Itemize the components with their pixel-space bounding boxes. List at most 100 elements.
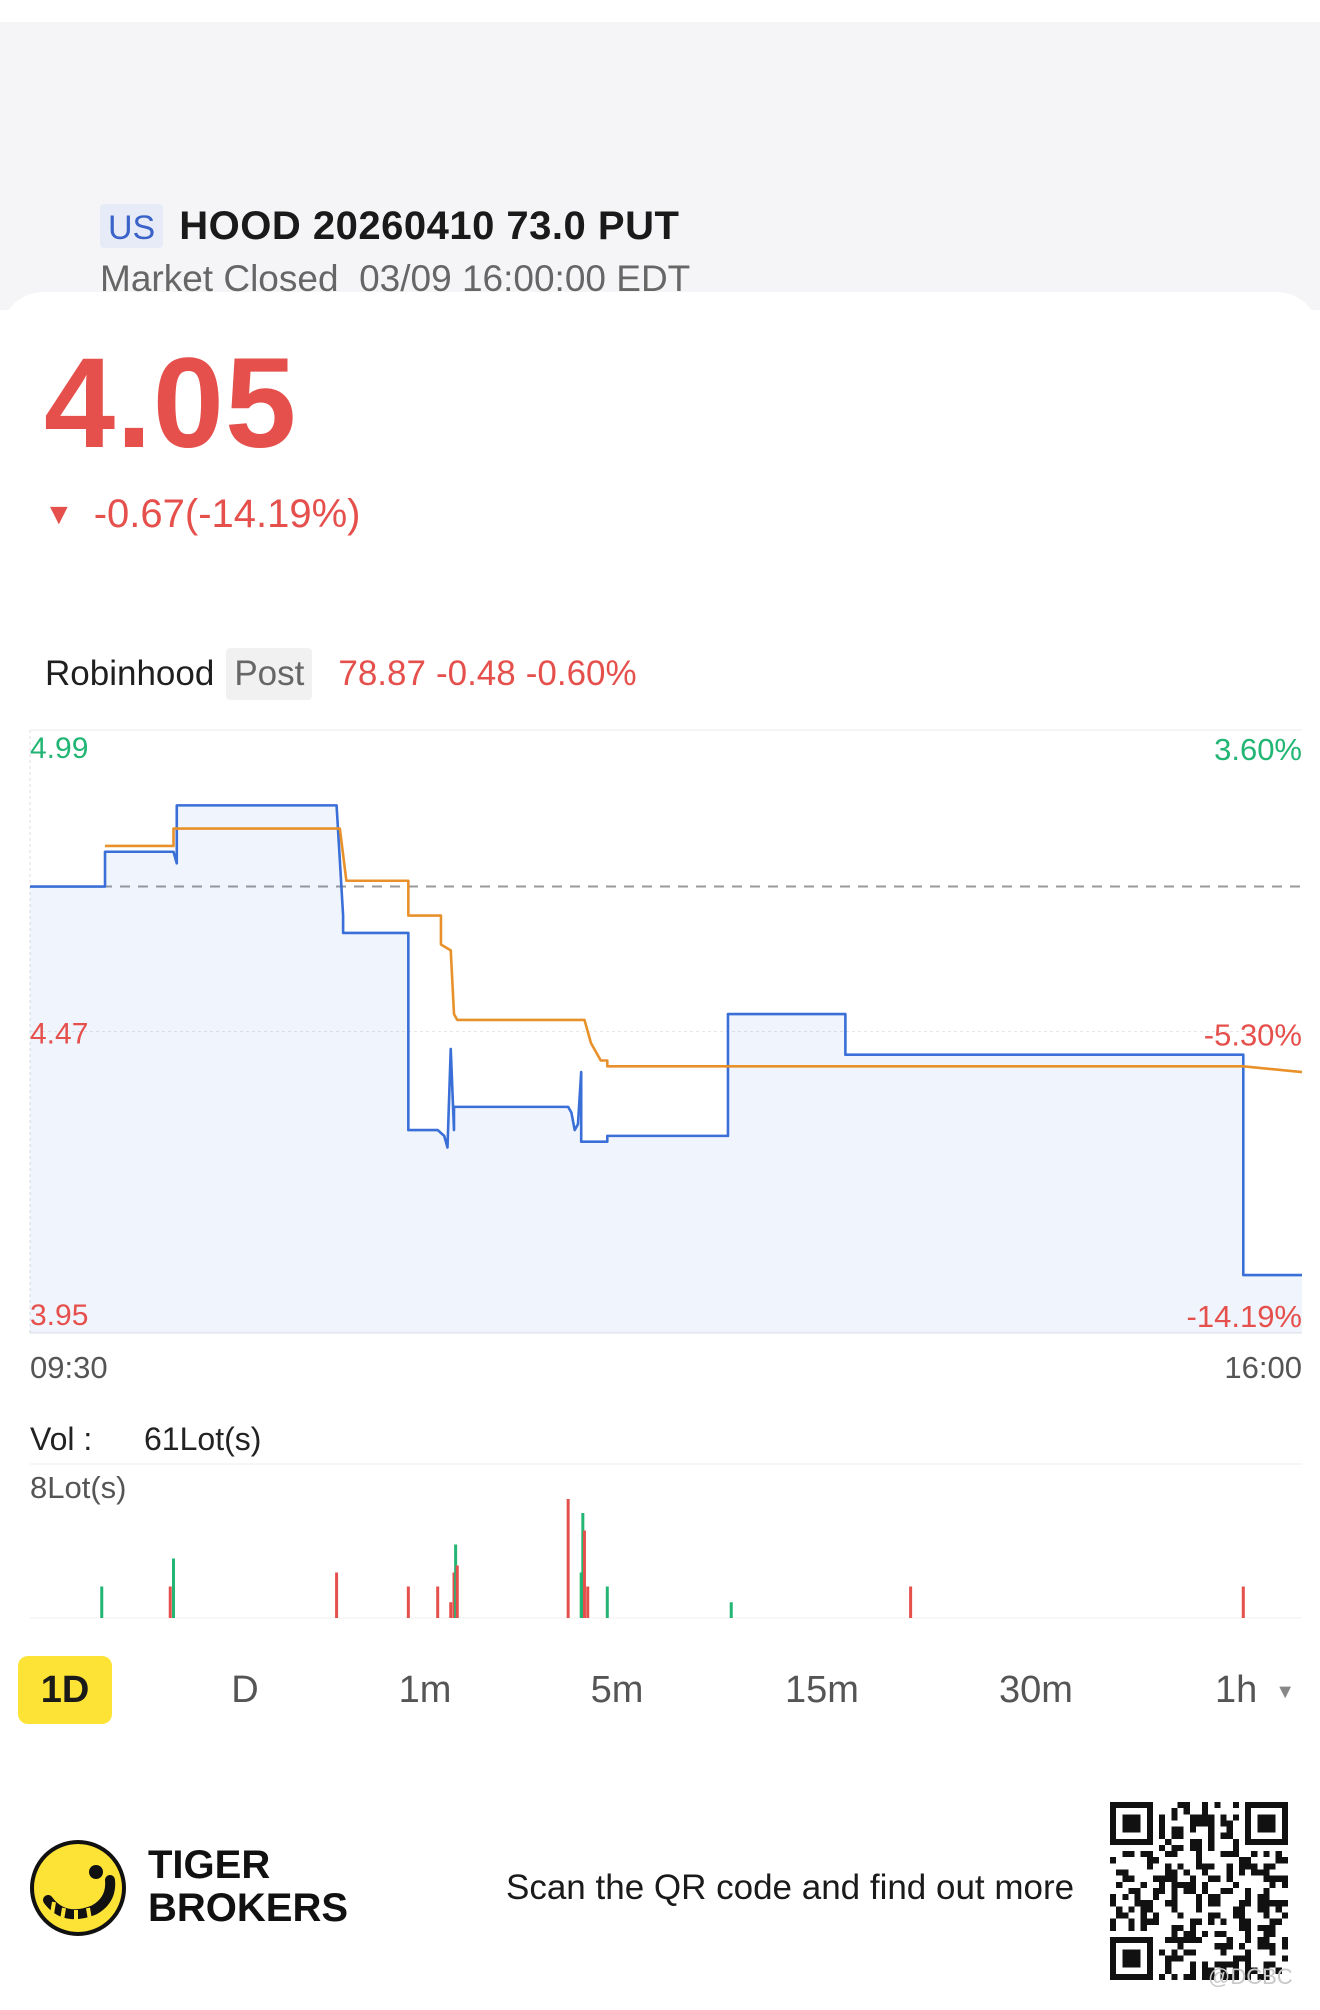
qr-module bbox=[1128, 1937, 1135, 1944]
qr-module bbox=[1116, 1838, 1123, 1845]
tab-15m[interactable]: 15m bbox=[770, 1656, 874, 1724]
qr-module bbox=[1245, 1832, 1252, 1839]
qr-module bbox=[1214, 1943, 1221, 1950]
qr-module bbox=[1281, 1808, 1288, 1815]
qr-module bbox=[1189, 1814, 1196, 1821]
qr-module bbox=[1245, 1924, 1252, 1931]
tab-1d[interactable]: 1D bbox=[18, 1656, 112, 1724]
qr-module bbox=[1245, 1814, 1252, 1821]
qr-module bbox=[1110, 1826, 1117, 1833]
qr-module bbox=[1134, 1955, 1141, 1962]
qr-module bbox=[1152, 1912, 1160, 1919]
qr-module bbox=[1159, 1844, 1166, 1852]
qr-module bbox=[1226, 1961, 1233, 1968]
qr-module bbox=[1202, 1869, 1209, 1876]
qr-module bbox=[1251, 1802, 1258, 1809]
qr-module bbox=[1257, 1814, 1264, 1821]
qr-module bbox=[1220, 1943, 1227, 1950]
volume-total: 61Lot(s) bbox=[144, 1421, 261, 1457]
qr-module bbox=[1128, 1820, 1135, 1827]
qr-module bbox=[1245, 1918, 1252, 1925]
qr-module bbox=[1177, 1844, 1184, 1852]
qr-module bbox=[1171, 1814, 1178, 1821]
qr-module bbox=[1226, 1875, 1233, 1882]
tab-1h[interactable]: 1h ▼ bbox=[1200, 1656, 1310, 1724]
tab-5m[interactable]: 5m bbox=[572, 1656, 662, 1724]
qr-module bbox=[1195, 1820, 1203, 1827]
qr-module bbox=[1110, 1900, 1117, 1907]
x-tick-end: 16:00 bbox=[1224, 1350, 1302, 1385]
volume-bar bbox=[436, 1586, 440, 1618]
qr-module bbox=[1281, 1881, 1288, 1888]
qr-module bbox=[1263, 1887, 1270, 1895]
tiger-logo-graphic bbox=[43, 1865, 116, 1922]
qr-module bbox=[1220, 1832, 1227, 1839]
qr-module bbox=[1177, 1955, 1184, 1962]
qr-module bbox=[1208, 1973, 1215, 1980]
qr-module bbox=[1146, 1857, 1153, 1864]
brand-name: TIGER BROKERS bbox=[148, 1844, 348, 1930]
volume-bar bbox=[605, 1586, 609, 1618]
qr-module bbox=[1110, 1857, 1117, 1864]
qr-module bbox=[1232, 1973, 1239, 1980]
qr-module bbox=[1140, 1881, 1147, 1888]
qr-module bbox=[1122, 1802, 1129, 1809]
qr-module bbox=[1214, 1930, 1221, 1938]
underlying-name: Robinhood bbox=[45, 654, 215, 693]
qr-module bbox=[1281, 1802, 1288, 1809]
qr-module bbox=[1171, 1900, 1178, 1907]
qr-module bbox=[1220, 1973, 1227, 1980]
qr-module bbox=[1165, 1863, 1172, 1870]
qr-module bbox=[1165, 1937, 1172, 1944]
qr-module bbox=[1269, 1863, 1276, 1870]
qr-module bbox=[1165, 1875, 1172, 1882]
qr-module bbox=[1214, 1961, 1221, 1968]
header-background bbox=[0, 0, 1320, 310]
qr-module bbox=[1128, 1826, 1135, 1833]
qr-module bbox=[1140, 1973, 1147, 1980]
qr-module bbox=[1183, 1937, 1190, 1944]
qr-module bbox=[1251, 1851, 1258, 1858]
qr-module bbox=[1146, 1832, 1153, 1839]
qr-module bbox=[1183, 1930, 1190, 1938]
qr-module bbox=[1171, 1844, 1178, 1852]
chart-svg[interactable]: 4.99 4.47 3.95 3.60% -5.30% -14.19% 09:30 16:00… bbox=[0, 700, 1320, 1660]
qr-module bbox=[1238, 1900, 1246, 1907]
qr-module bbox=[1281, 1832, 1288, 1839]
tab-30m[interactable]: 30m bbox=[984, 1656, 1088, 1724]
qr-module bbox=[1245, 1937, 1252, 1944]
qr-module bbox=[1110, 1943, 1117, 1950]
qr-module bbox=[1116, 1881, 1123, 1888]
qr-module bbox=[1232, 1802, 1239, 1809]
qr-module bbox=[1202, 1814, 1209, 1821]
scan-caption: Scan the QR code and find out more bbox=[506, 1868, 1075, 1907]
qr-module bbox=[1202, 1930, 1209, 1938]
qr-module bbox=[1189, 1949, 1196, 1956]
qr-module bbox=[1171, 1930, 1178, 1938]
qr-module bbox=[1134, 1961, 1141, 1968]
qr-module bbox=[1128, 1924, 1135, 1931]
qr-module bbox=[1122, 1937, 1129, 1944]
qr-module bbox=[1195, 1894, 1203, 1901]
qr-module bbox=[1122, 1820, 1129, 1827]
tab-1m[interactable]: 1m bbox=[380, 1656, 470, 1724]
qr-module bbox=[1275, 1900, 1282, 1907]
tab-d[interactable]: D bbox=[200, 1656, 290, 1724]
qr-code-icon[interactable] bbox=[1110, 1802, 1288, 1980]
qr-module bbox=[1171, 1881, 1178, 1888]
qr-module bbox=[1269, 1900, 1276, 1907]
y-tick-right-0: 3.60% bbox=[1214, 732, 1302, 767]
qr-module bbox=[1122, 1912, 1129, 1919]
qr-module bbox=[1128, 1838, 1135, 1845]
qr-module bbox=[1122, 1826, 1129, 1833]
intraday-chart[interactable]: 4.99 4.47 3.95 3.60% -5.30% -14.19% 09:30 16:00… bbox=[0, 700, 1320, 1660]
qr-module bbox=[1165, 1869, 1172, 1876]
underlying-quote[interactable]: Robinhood Post 78.87 -0.48 -0.60% bbox=[45, 648, 637, 700]
qr-module bbox=[1146, 1851, 1153, 1858]
qr-module bbox=[1208, 1838, 1215, 1845]
qr-module bbox=[1159, 1881, 1166, 1888]
qr-module bbox=[1275, 1802, 1282, 1809]
qr-module bbox=[1146, 1826, 1153, 1833]
qr-module bbox=[1269, 1961, 1276, 1968]
qr-module bbox=[1128, 1973, 1135, 1980]
